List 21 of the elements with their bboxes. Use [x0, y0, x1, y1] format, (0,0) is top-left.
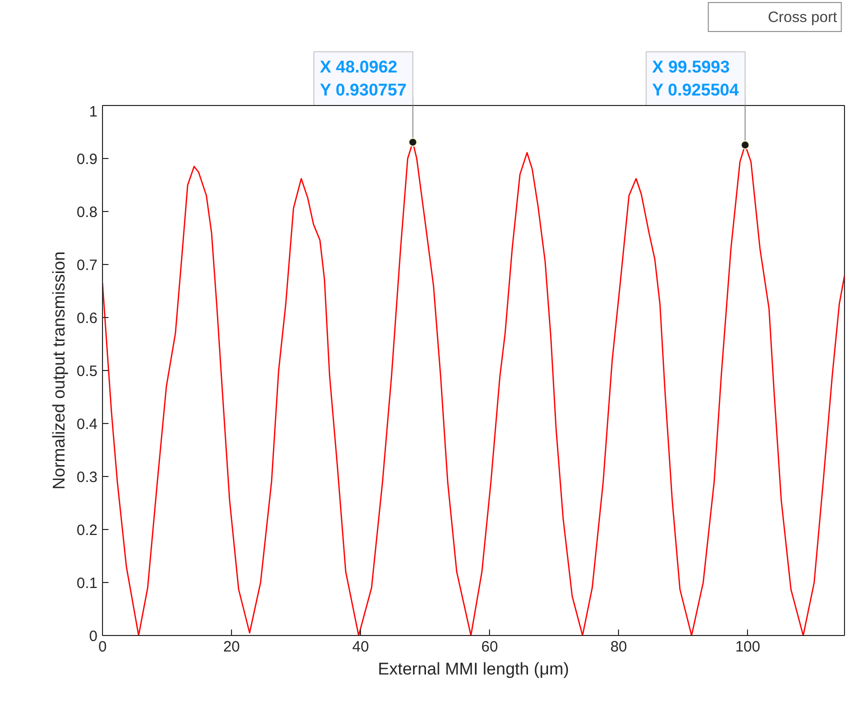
- x-tick-label: 40: [352, 638, 369, 656]
- y-tick-label: 0.9: [76, 151, 98, 168]
- text: Cross port: [768, 8, 837, 26]
- y-tick-label: 0.4: [76, 416, 98, 433]
- x-tick-label: 100: [735, 638, 760, 656]
- y-tick-label: 0.6: [76, 310, 98, 327]
- y-tick-label: 1: [89, 104, 98, 120]
- y-tick-label: 0.1: [76, 575, 98, 592]
- y-tick-label: 0.8: [76, 204, 98, 221]
- x-tick-label: 80: [610, 638, 628, 656]
- annotation: X 48.0962 Y 0.930757: [320, 58, 407, 100]
- y-tick-label: 0.7: [76, 257, 98, 274]
- x-tick-label: 60: [481, 638, 498, 656]
- y-axis-title: Normalized output transmission: [50, 251, 69, 490]
- x-tick-label: 20: [223, 638, 240, 656]
- y-tick-label: 0.5: [76, 363, 98, 380]
- y-tick-label: 0.2: [76, 522, 98, 539]
- y-tick-label: 0.3: [76, 469, 98, 486]
- y-tick-label: 0: [89, 628, 98, 645]
- annotation: X 99.5993 Y 0.925504: [652, 58, 740, 100]
- x-axis-title: External MMI length (μm): [378, 660, 570, 678]
